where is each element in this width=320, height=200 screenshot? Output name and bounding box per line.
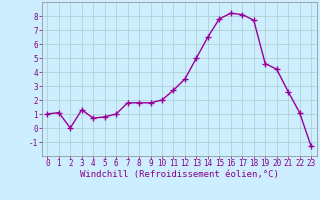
X-axis label: Windchill (Refroidissement éolien,°C): Windchill (Refroidissement éolien,°C): [80, 170, 279, 179]
